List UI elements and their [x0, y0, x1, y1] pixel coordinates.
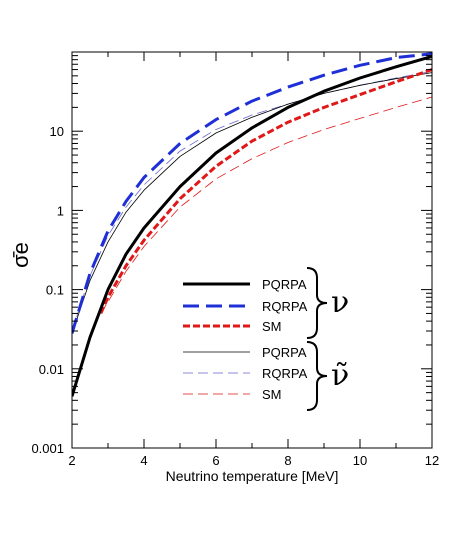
legend-label-5: SM [262, 387, 282, 402]
y-tick-label: 0.01 [39, 362, 64, 377]
series-line-0 [72, 54, 432, 397]
y-tick-label: 10 [50, 124, 64, 139]
x-tick-label: 10 [353, 453, 367, 468]
y-tick-label: 0.001 [31, 441, 64, 456]
x-axis-title: Neutrino temperature [MeV] [166, 468, 339, 484]
y-tick-label: 1 [57, 203, 64, 218]
tick-labels: 2 4 6 8 10 12 0.001 0.01 0.1 1 10 [31, 124, 439, 468]
legend-brace-neutrino [306, 267, 328, 339]
legend: PQRPA RQRPA SM PQRPA RQRPA SM ν ν̃ [183, 267, 349, 411]
legend-group-symbol-neutrino: ν [331, 285, 349, 320]
x-tick-label: 12 [425, 453, 439, 468]
legend-brace-antineutrino [306, 341, 328, 411]
legend-group-symbol-antineutrino: ν̃ [331, 358, 349, 393]
curves [72, 52, 432, 397]
series-line-5 [100, 96, 432, 314]
series-line-3 [72, 72, 432, 334]
x-tick-label: 4 [140, 453, 147, 468]
y-tick-label: 0.1 [46, 283, 64, 298]
plot-frame [71, 51, 433, 449]
legend-label-2: SM [262, 319, 282, 334]
legend-label-1: RQRPA [262, 299, 308, 314]
legend-label-0: PQRPA [262, 277, 307, 292]
axis-ticks [71, 52, 433, 449]
series-line-2 [99, 68, 432, 315]
legend-label-3: PQRPA [262, 345, 307, 360]
series-line-1 [72, 52, 432, 334]
x-tick-label: 2 [68, 453, 75, 468]
y-axis-title: σ̄e [8, 242, 33, 268]
legend-label-4: RQRPA [262, 366, 308, 381]
x-tick-label: 8 [284, 453, 291, 468]
x-tick-label: 6 [212, 453, 219, 468]
